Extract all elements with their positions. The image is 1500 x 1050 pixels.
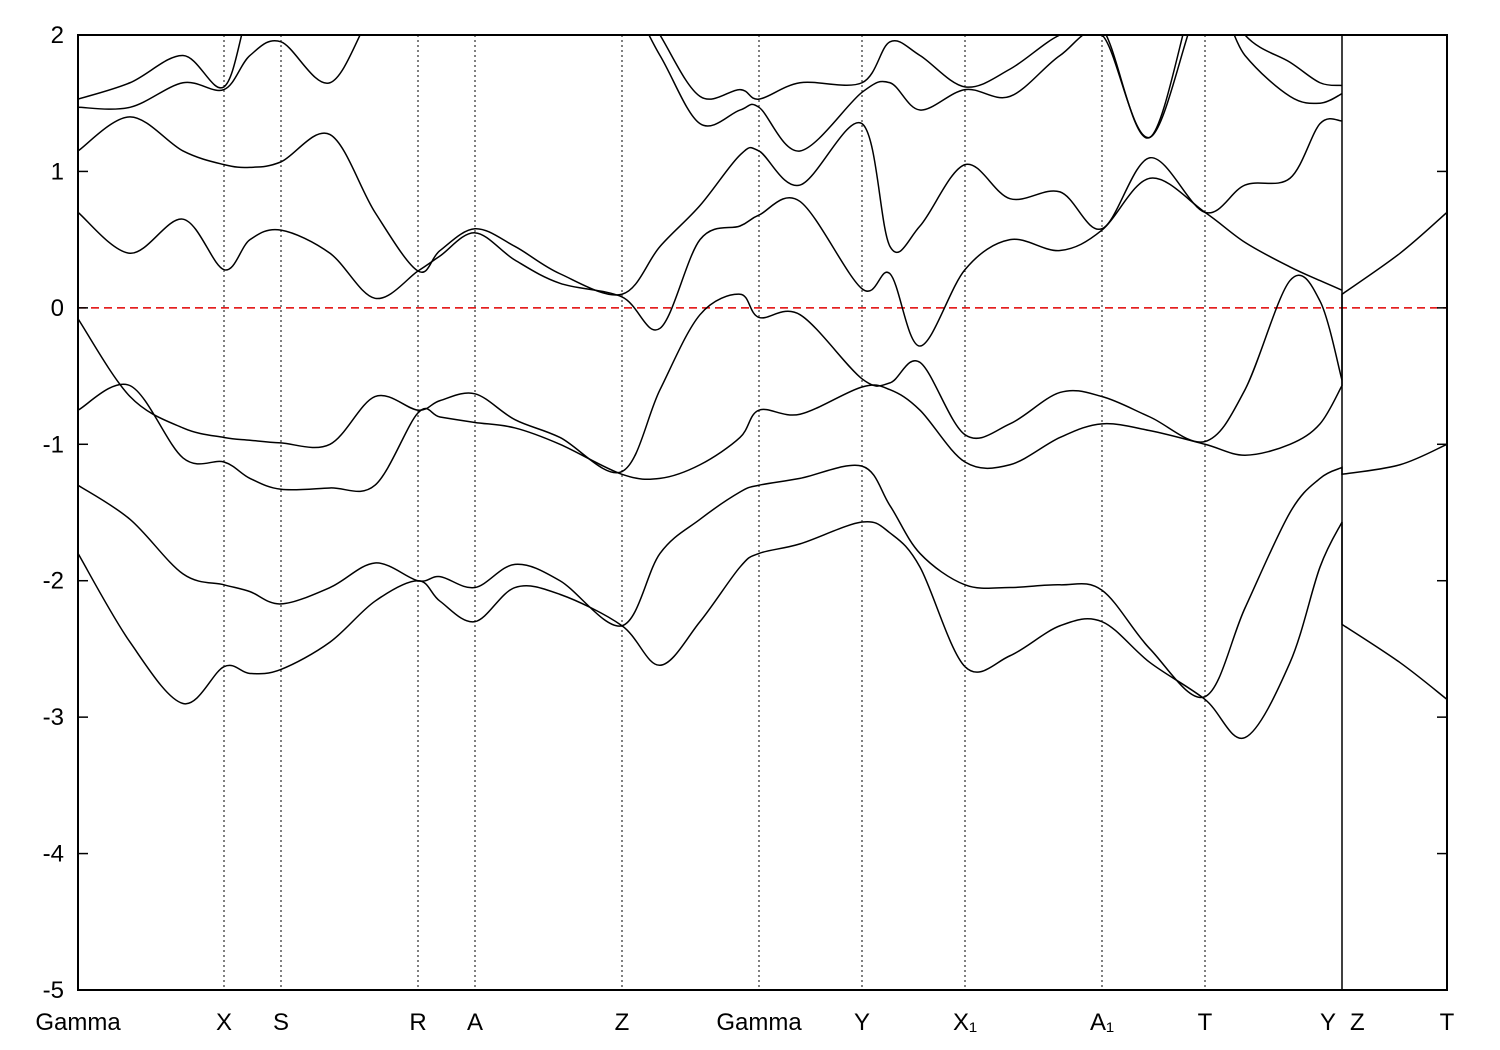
x-tick-label: A₁ (1090, 1009, 1114, 1036)
x-tick-label: X₁ (953, 1009, 977, 1036)
y-tick-label: -4 (43, 841, 64, 868)
x-tick-label: Gamma (35, 1009, 121, 1036)
x-tick-label: R (409, 1009, 426, 1036)
y-tick-label: -1 (43, 431, 64, 458)
x-tick-label: A (467, 1009, 483, 1036)
x-tick-label: Y (1320, 1009, 1336, 1036)
x-tick-label: T (1440, 1009, 1455, 1036)
plot-area (78, 35, 1447, 740)
band-line (78, 35, 1343, 152)
x-tick-label: T (1198, 1009, 1213, 1036)
y-tick-label: -3 (43, 704, 64, 731)
x-tick-label: Gamma (716, 1009, 802, 1036)
x-tick-label: Z (1350, 1009, 1365, 1036)
x-tick-label: Z (615, 1009, 630, 1036)
x-tick-label: S (273, 1009, 289, 1036)
y-tick-label: -5 (43, 977, 64, 1004)
x-tick-label: X (216, 1009, 232, 1036)
y-tick-label: 0 (51, 295, 64, 322)
band-line (78, 274, 1343, 474)
band-line (78, 520, 1447, 740)
band-line (78, 35, 1343, 139)
band-line (78, 116, 1343, 296)
y-tick-label: 1 (51, 158, 64, 185)
band-line (78, 443, 1447, 699)
band-line (78, 211, 1447, 493)
plot-border (77, 34, 1448, 991)
y-tick-label: -2 (43, 568, 64, 595)
y-tick-label: 2 (51, 22, 64, 49)
band-line (78, 177, 1343, 347)
x-tick-label: Y (854, 1009, 870, 1036)
